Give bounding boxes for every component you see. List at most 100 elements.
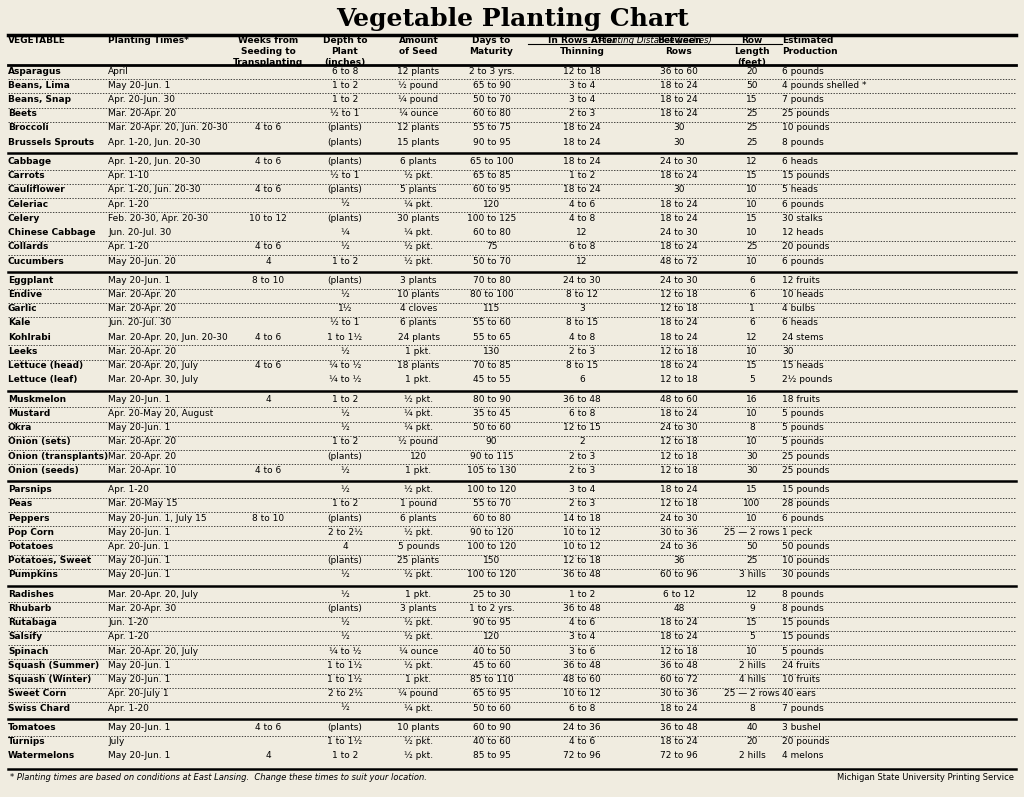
Text: 15: 15: [746, 214, 758, 223]
Text: Swiss Chard: Swiss Chard: [8, 704, 70, 713]
Text: 60 to 95: 60 to 95: [472, 186, 510, 194]
Text: 6 to 12: 6 to 12: [663, 590, 695, 599]
Text: (plants): (plants): [328, 124, 362, 132]
Text: Days to
Maturity: Days to Maturity: [470, 36, 513, 56]
Text: 4 melons: 4 melons: [782, 752, 823, 760]
Text: 18 to 24: 18 to 24: [660, 485, 697, 494]
Text: 6 to 8: 6 to 8: [568, 704, 595, 713]
Text: Jun. 1-20: Jun. 1-20: [108, 618, 148, 627]
Text: 2 to 3: 2 to 3: [569, 465, 595, 475]
Text: 6 heads: 6 heads: [782, 319, 818, 328]
Text: 10 plants: 10 plants: [397, 723, 439, 732]
Text: 8 to 10: 8 to 10: [252, 276, 284, 285]
Text: May 20-Jun. 1: May 20-Jun. 1: [108, 423, 170, 432]
Text: Planting Distance (inches): Planting Distance (inches): [599, 36, 712, 45]
Text: 8 to 12: 8 to 12: [566, 290, 598, 299]
Text: Between
Rows: Between Rows: [656, 36, 701, 56]
Text: Apr. 20-July 1: Apr. 20-July 1: [108, 689, 169, 698]
Text: 7 pounds: 7 pounds: [782, 704, 823, 713]
Text: Cucumbers: Cucumbers: [8, 257, 65, 265]
Text: 72 to 96: 72 to 96: [660, 752, 698, 760]
Text: 6 pounds: 6 pounds: [782, 199, 823, 209]
Text: Mar. 20-Apr. 20: Mar. 20-Apr. 20: [108, 290, 176, 299]
Text: 18 to 24: 18 to 24: [660, 109, 697, 118]
Text: 10 to 12: 10 to 12: [563, 542, 601, 551]
Text: 1 to 2: 1 to 2: [332, 438, 358, 446]
Text: ½: ½: [341, 618, 349, 627]
Text: 6 to 8: 6 to 8: [568, 409, 595, 418]
Text: (plants): (plants): [328, 157, 362, 166]
Text: 5 plants: 5 plants: [400, 186, 437, 194]
Text: Planting Times*: Planting Times*: [108, 36, 188, 45]
Text: Brussels Sprouts: Brussels Sprouts: [8, 138, 94, 147]
Text: 35 to 45: 35 to 45: [473, 409, 510, 418]
Text: Celery: Celery: [8, 214, 40, 223]
Text: Eggplant: Eggplant: [8, 276, 53, 285]
Text: 105 to 130: 105 to 130: [467, 465, 516, 475]
Text: 4 to 6: 4 to 6: [569, 737, 595, 746]
Text: 48: 48: [674, 604, 685, 613]
Text: 12 to 18: 12 to 18: [660, 347, 698, 356]
Text: 10: 10: [746, 228, 758, 237]
Text: Mustard: Mustard: [8, 409, 50, 418]
Text: 36 to 48: 36 to 48: [563, 571, 601, 579]
Text: Beans, Lima: Beans, Lima: [8, 80, 70, 90]
Text: 24 to 30: 24 to 30: [660, 423, 697, 432]
Text: 5: 5: [750, 632, 755, 642]
Text: 12 to 18: 12 to 18: [660, 290, 698, 299]
Text: 12 plants: 12 plants: [397, 66, 439, 76]
Text: 90: 90: [485, 438, 498, 446]
Text: 12: 12: [577, 257, 588, 265]
Text: Mar. 20-Apr. 20, July: Mar. 20-Apr. 20, July: [108, 361, 198, 370]
Text: 6: 6: [580, 375, 585, 384]
Text: 24 plants: 24 plants: [397, 332, 439, 342]
Text: ½ pound: ½ pound: [398, 80, 438, 90]
Text: 55 to 75: 55 to 75: [472, 124, 510, 132]
Text: 7 pounds: 7 pounds: [782, 95, 823, 104]
Text: Cabbage: Cabbage: [8, 157, 52, 166]
Text: 4 to 8: 4 to 8: [569, 214, 595, 223]
Text: May 20-Jun. 1: May 20-Jun. 1: [108, 723, 170, 732]
Text: 30: 30: [673, 186, 685, 194]
Text: 6 pounds: 6 pounds: [782, 513, 823, 523]
Text: Apr. 1-20, Jun. 20-30: Apr. 1-20, Jun. 20-30: [108, 157, 201, 166]
Text: 2 to 3 yrs.: 2 to 3 yrs.: [469, 66, 514, 76]
Text: May 20-Jun. 20: May 20-Jun. 20: [108, 257, 176, 265]
Text: 2½ pounds: 2½ pounds: [782, 375, 833, 384]
Text: 70 to 80: 70 to 80: [472, 276, 510, 285]
Text: (plants): (plants): [328, 723, 362, 732]
Text: 18 to 24: 18 to 24: [660, 409, 697, 418]
Text: 24 to 30: 24 to 30: [660, 513, 697, 523]
Text: 1 pkt.: 1 pkt.: [406, 347, 431, 356]
Text: Collards: Collards: [8, 242, 49, 251]
Text: Garlic: Garlic: [8, 304, 38, 313]
Text: 15: 15: [746, 171, 758, 180]
Text: 12 to 18: 12 to 18: [660, 465, 698, 475]
Text: 1 to 2: 1 to 2: [569, 171, 595, 180]
Text: 6 heads: 6 heads: [782, 157, 818, 166]
Text: 3: 3: [580, 304, 585, 313]
Text: 48 to 60: 48 to 60: [660, 395, 698, 403]
Text: Potatoes, Sweet: Potatoes, Sweet: [8, 556, 91, 565]
Text: 4 to 6: 4 to 6: [255, 124, 282, 132]
Text: 25 — 2 rows: 25 — 2 rows: [724, 689, 780, 698]
Text: 65 to 85: 65 to 85: [472, 171, 510, 180]
Text: 36 to 48: 36 to 48: [660, 723, 698, 732]
Text: 10 pounds: 10 pounds: [782, 556, 829, 565]
Text: 10 to 12: 10 to 12: [249, 214, 287, 223]
Text: Tomatoes: Tomatoes: [8, 723, 56, 732]
Text: 18 to 24: 18 to 24: [660, 80, 697, 90]
Text: 5: 5: [750, 375, 755, 384]
Text: 12 heads: 12 heads: [782, 228, 823, 237]
Text: 25: 25: [746, 242, 758, 251]
Text: 50: 50: [746, 542, 758, 551]
Text: 1 to 2: 1 to 2: [569, 590, 595, 599]
Text: (plants): (plants): [328, 452, 362, 461]
Text: 2 to 2½: 2 to 2½: [328, 689, 362, 698]
Text: 10 to 12: 10 to 12: [563, 689, 601, 698]
Text: 10 fruits: 10 fruits: [782, 675, 820, 684]
Text: 18 to 24: 18 to 24: [660, 737, 697, 746]
Text: 4 pounds shelled *: 4 pounds shelled *: [782, 80, 866, 90]
Text: 4 to 6: 4 to 6: [255, 157, 282, 166]
Text: ¼ to ½: ¼ to ½: [329, 646, 361, 656]
